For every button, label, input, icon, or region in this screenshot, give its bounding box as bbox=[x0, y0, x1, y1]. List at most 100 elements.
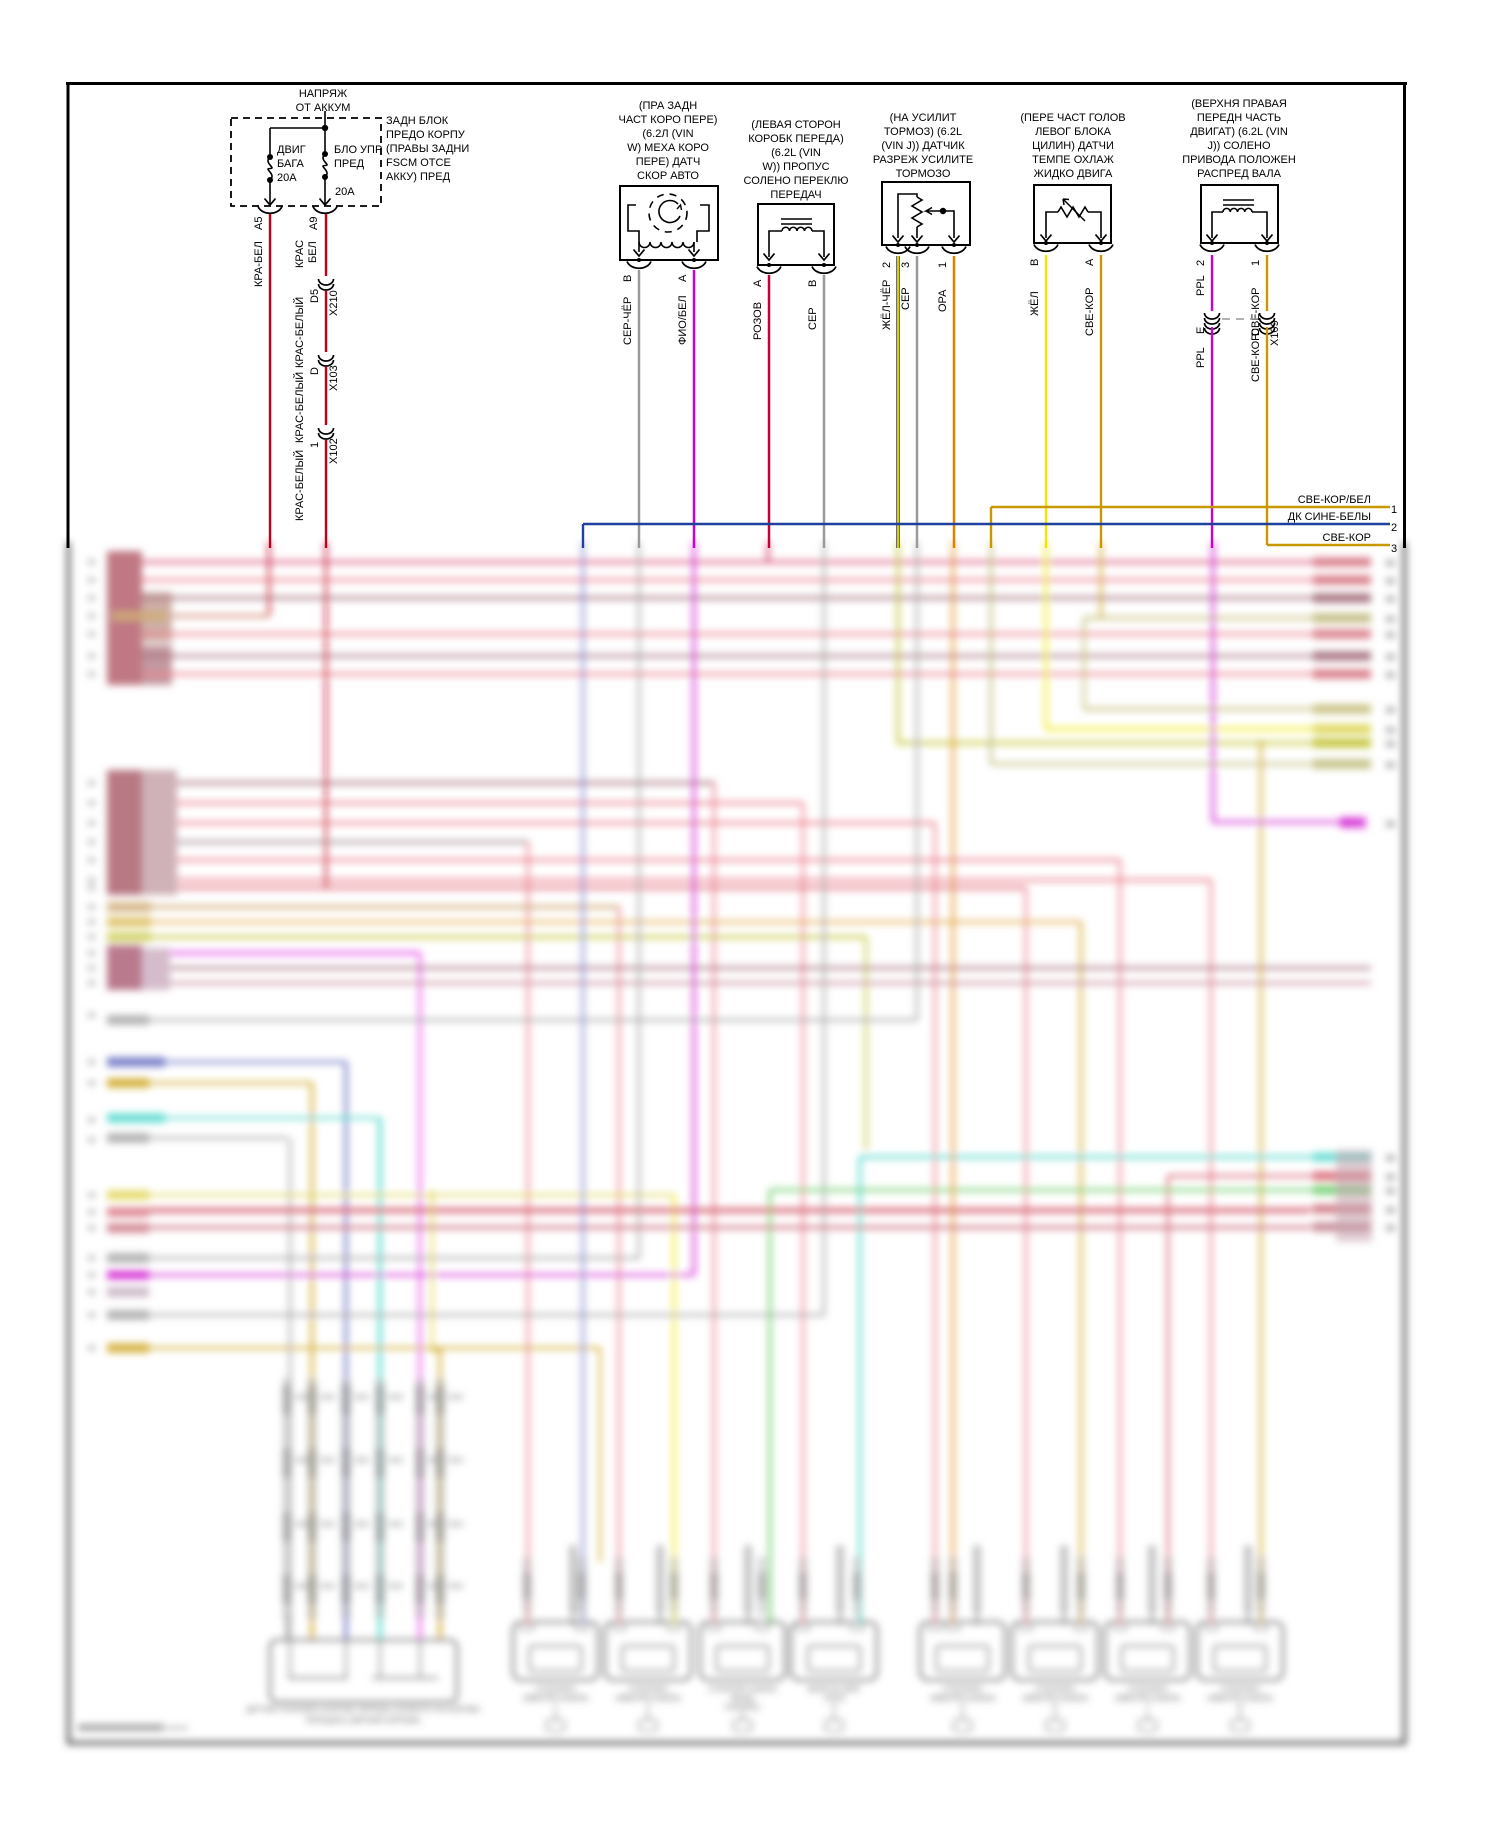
svg-text:СВЕ-КОР: СВЕ-КОР bbox=[1250, 334, 1262, 382]
svg-text:КРАС-БЕЛЫЙ: КРАС-БЕЛЫЙ bbox=[293, 297, 306, 368]
svg-text:3: 3 bbox=[900, 262, 912, 268]
svg-text:X102: X102 bbox=[328, 438, 340, 464]
svg-text:СВЕ-КОР/БЕЛ: СВЕ-КОР/БЕЛ bbox=[1298, 494, 1371, 506]
svg-text:ЭЛЕКТРО КЛАПА: ЭЛЕКТРО КЛАПА bbox=[1207, 1694, 1273, 1703]
svg-text:СЕР-ЧЁР: СЕР-ЧЁР bbox=[622, 297, 634, 345]
svg-text:СТОПОРН: СТОПОРН bbox=[943, 1685, 983, 1694]
svg-text:A: A bbox=[677, 274, 689, 282]
svg-text:A: A bbox=[752, 279, 764, 287]
svg-text:СЕР: СЕР bbox=[900, 287, 912, 310]
svg-text:(ПРА ЗАДН: (ПРА ЗАДН bbox=[639, 100, 697, 112]
svg-text:20А: 20А bbox=[277, 172, 297, 184]
svg-text:ТЕМПЕ ОХЛАЖ: ТЕМПЕ ОХЛАЖ bbox=[1032, 154, 1114, 166]
svg-text:ЖЁЛ-ЧЁР: ЖЁЛ-ЧЁР bbox=[881, 280, 893, 330]
svg-text:6: 6 bbox=[1053, 1703, 1058, 1712]
svg-text:1: 1 bbox=[1250, 260, 1262, 266]
svg-text:СТОПОРН: СТОПОРН bbox=[1220, 1685, 1260, 1694]
svg-text:ПЕРЕДАЧ) (АВТОМА КОРОБК): ПЕРЕДАЧ) (АВТОМА КОРОБК) bbox=[306, 1716, 421, 1725]
svg-text:БЛО УПР: БЛО УПР bbox=[334, 144, 382, 156]
svg-text:ДВИГ: ДВИГ bbox=[277, 144, 306, 156]
svg-text:2: 2 bbox=[1391, 522, 1397, 534]
svg-text:ЧАСТ КОРО ПЕРЕ): ЧАСТ КОРО ПЕРЕ) bbox=[619, 114, 718, 126]
svg-text:СТОПОРН КЛАПА: СТОПОРН КЛАПА bbox=[709, 1685, 777, 1694]
svg-text:PPL: PPL bbox=[1195, 347, 1207, 368]
svg-text:B: B bbox=[622, 275, 634, 282]
svg-text:J)) СОЛЕНО: J)) СОЛЕНО bbox=[1207, 140, 1271, 152]
svg-text:D5: D5 bbox=[309, 289, 321, 303]
svg-text:ФАЗЫ: ФАЗЫ bbox=[731, 1694, 754, 1703]
svg-text:КОРОБК ПЕРЕДА): КОРОБК ПЕРЕДА) bbox=[748, 133, 844, 145]
svg-text:X210: X210 bbox=[328, 290, 340, 316]
svg-text:НАПРЯЖ: НАПРЯЖ bbox=[299, 88, 347, 100]
svg-text:ПРЕД: ПРЕД bbox=[334, 158, 365, 170]
svg-text:ПЕРЕДН ЧАСТЬ: ПЕРЕДН ЧАСТЬ bbox=[1197, 112, 1281, 124]
svg-text:X109: X109 bbox=[1269, 320, 1281, 346]
svg-text:ОРА: ОРА bbox=[937, 289, 949, 312]
svg-text:(6.2L (VIN: (6.2L (VIN bbox=[771, 147, 821, 159]
svg-text:(ПРАВЫ ЗАДНИ: (ПРАВЫ ЗАДНИ bbox=[386, 143, 469, 155]
svg-text:X103: X103 bbox=[328, 365, 340, 391]
svg-text:КРАС-БЕЛЫЙ: КРАС-БЕЛЫЙ bbox=[293, 450, 306, 521]
svg-text:3: 3 bbox=[1391, 543, 1397, 555]
svg-text:СКОР АВТО: СКОР АВТО bbox=[637, 170, 699, 182]
svg-text:B: B bbox=[807, 280, 819, 287]
svg-text:СЕР: СЕР bbox=[807, 307, 819, 330]
svg-text:ОТ АККУМ: ОТ АККУМ bbox=[296, 102, 351, 114]
svg-text:A: A bbox=[1084, 258, 1096, 266]
svg-text:E: E bbox=[1195, 327, 1207, 334]
svg-text:КРА-БЕЛ: КРА-БЕЛ bbox=[253, 241, 265, 287]
svg-text:(ЛЕВАЯ СТОРОН: (ЛЕВАЯ СТОРОН bbox=[751, 119, 841, 131]
svg-text:ЭЛЕКТРО КЛАПА: ЭЛЕКТРО КЛАПА bbox=[615, 1694, 681, 1703]
svg-text:СТОПОРН: СТОПОРН bbox=[1035, 1685, 1075, 1694]
svg-text:ЭЛЕКТРО КЛАПА: ЭЛЕКТРО КЛАПА bbox=[1115, 1694, 1181, 1703]
svg-text:АККУ) ПРЕД: АККУ) ПРЕД bbox=[386, 171, 451, 183]
svg-text:РАЗРЕЖ УСИЛИТЕ: РАЗРЕЖ УСИЛИТЕ bbox=[873, 154, 973, 166]
svg-text:(6.2Л (VIN: (6.2Л (VIN bbox=[642, 128, 693, 140]
svg-text:КРАС: КРАС bbox=[294, 240, 306, 268]
svg-text:1: 1 bbox=[309, 442, 321, 448]
svg-text:PPL: PPL bbox=[1195, 275, 1207, 296]
svg-text:СВЕ-КОР: СВЕ-КОР bbox=[1084, 288, 1096, 336]
svg-text:РАСПРЕД ВАЛА: РАСПРЕД ВАЛА bbox=[1197, 168, 1281, 180]
svg-text:B: B bbox=[1029, 259, 1041, 266]
svg-text:ТОРМОЗ) (6.2L: ТОРМОЗ) (6.2L bbox=[884, 126, 962, 138]
svg-text:ГАЗОРАС: ГАЗОРАС bbox=[725, 1703, 761, 1712]
svg-text:СТОПОРН: СТОПОРН bbox=[536, 1685, 576, 1694]
svg-text:2: 2 bbox=[646, 1703, 651, 1712]
svg-text:ДВИГАТ) (6.2L (VIN: ДВИГАТ) (6.2L (VIN bbox=[1190, 126, 1288, 138]
svg-text:ЛЕВОГ БЛОКА: ЛЕВОГ БЛОКА bbox=[1035, 126, 1111, 138]
svg-text:ЭЛЕКТРО КЛАПА: ЭЛЕКТРО КЛАПА bbox=[523, 1694, 589, 1703]
svg-text:W) МЕХА КОРО: W) МЕХА КОРО bbox=[627, 142, 709, 154]
svg-text:БЕЛ: БЕЛ bbox=[307, 241, 319, 263]
svg-text:1: 1 bbox=[937, 262, 949, 268]
svg-text:2: 2 bbox=[1195, 260, 1207, 266]
svg-text:СТОПОРН: СТОПОРН bbox=[1128, 1685, 1168, 1694]
svg-text:ДК СИНЕ-БЕЛЫ: ДК СИНЕ-БЕЛЫ bbox=[1288, 511, 1371, 523]
svg-text:1: 1 bbox=[553, 1703, 558, 1712]
svg-text:ПРИВОДА ПОЛОЖЕН: ПРИВОДА ПОЛОЖЕН bbox=[1182, 154, 1296, 166]
svg-text:РОЗОВ: РОЗОВ bbox=[752, 302, 764, 340]
svg-text:5: 5 bbox=[960, 1703, 965, 1712]
svg-text:ЦИЛИН) ДАТЧИ: ЦИЛИН) ДАТЧИ bbox=[1032, 140, 1114, 152]
svg-text:ЭЛЕКТРО КЛАПА: ЭЛЕКТРО КЛАПА bbox=[930, 1694, 996, 1703]
svg-text:4: 4 bbox=[832, 1703, 837, 1712]
svg-text:ЖЁЛ: ЖЁЛ bbox=[1029, 291, 1041, 316]
svg-text:7: 7 bbox=[1145, 1703, 1150, 1712]
svg-text:ЭЛЕКТРО КЛАПА: ЭЛЕКТРО КЛАПА bbox=[1022, 1694, 1088, 1703]
svg-text:СТОПОРН: СТОПОРН bbox=[628, 1685, 668, 1694]
svg-text:2: 2 bbox=[881, 262, 893, 268]
svg-text:FSCM ОТСЕ: FSCM ОТСЕ bbox=[386, 157, 451, 169]
svg-text:20А: 20А bbox=[335, 186, 355, 198]
svg-text:СВЕ-КОР: СВЕ-КОР bbox=[1323, 532, 1371, 544]
svg-text:ЗАДН БЛОК: ЗАДН БЛОК bbox=[386, 115, 449, 127]
svg-text:D: D bbox=[1250, 328, 1262, 336]
svg-text:A9: A9 bbox=[308, 217, 320, 230]
svg-text:(ВЕРХНЯ ПРАВАЯ: (ВЕРХНЯ ПРАВАЯ bbox=[1191, 98, 1287, 110]
svg-text:ТОРМОЗО: ТОРМОЗО bbox=[896, 168, 951, 180]
svg-text:8: 8 bbox=[1238, 1703, 1243, 1712]
svg-text:ФОРСУН ВПР: ФОРСУН ВПР bbox=[808, 1685, 861, 1694]
svg-text:СОЛЕНО ПЕРЕКЛЮ: СОЛЕНО ПЕРЕКЛЮ bbox=[744, 175, 849, 187]
svg-text:(ПЕРЕ ЧАСТ ГОЛОВ: (ПЕРЕ ЧАСТ ГОЛОВ bbox=[1020, 112, 1125, 124]
svg-text:W)) ПРОПУС: W)) ПРОПУС bbox=[762, 161, 829, 173]
svg-text:ДАТЧИК ПОЛОЖЕН КОРОБК ПЕРЕДА (: ДАТЧИК ПОЛОЖЕН КОРОБК ПЕРЕДА (СЕЛЕКТО НА… bbox=[246, 1705, 480, 1714]
